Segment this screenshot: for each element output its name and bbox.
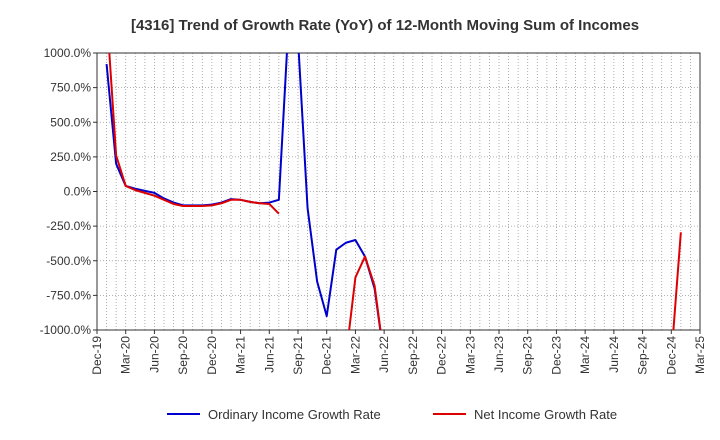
x-tick-label: Dec-21 bbox=[320, 336, 334, 375]
chart-title: [4316] Trend of Growth Rate (YoY) of 12-… bbox=[131, 17, 639, 34]
x-tick-label: Dec-19 bbox=[90, 336, 104, 375]
series-line-segment bbox=[672, 232, 682, 330]
x-tick-label: Mar-21 bbox=[234, 336, 248, 374]
y-tick-label: 750.0% bbox=[50, 81, 91, 95]
legend-label-2: Net Income Growth Rate bbox=[474, 407, 617, 422]
x-tick-label: Mar-22 bbox=[348, 336, 362, 374]
x-tick-label: Sep-21 bbox=[291, 336, 305, 375]
legend-label-1: Ordinary Income Growth Rate bbox=[208, 407, 381, 422]
x-tick-label: Sep-23 bbox=[521, 336, 535, 375]
x-tick-label: Mar-20 bbox=[119, 336, 133, 374]
y-tick-label: -250.0% bbox=[46, 219, 91, 233]
y-tick-label: 500.0% bbox=[50, 115, 91, 129]
x-tick-label: Mar-24 bbox=[578, 336, 592, 374]
x-tick-label: Jun-23 bbox=[492, 336, 506, 373]
x-tick-label: Mar-25 bbox=[693, 336, 707, 374]
series-1 bbox=[105, 53, 382, 330]
y-tick-label: 250.0% bbox=[50, 150, 91, 164]
x-tick-label: Dec-24 bbox=[664, 336, 678, 375]
series-line-segment bbox=[348, 255, 382, 330]
plot-frame bbox=[96, 52, 701, 331]
x-tick-label: Mar-23 bbox=[463, 336, 477, 374]
x-tick-label: Jun-22 bbox=[377, 336, 391, 373]
x-tick-label: Dec-20 bbox=[205, 336, 219, 375]
series-line-segment bbox=[108, 53, 280, 215]
axes: 1000.0% 750.0% 500.0% 250.0% 0.0% -250.0% -500… bbox=[40, 46, 707, 375]
x-tick-label: Dec-22 bbox=[435, 336, 449, 375]
y-tick-label: -500.0% bbox=[46, 254, 91, 268]
x-tick-label: Sep-24 bbox=[636, 336, 650, 375]
x-tick-label: Jun-20 bbox=[147, 336, 161, 373]
x-tick-label: Dec-23 bbox=[549, 336, 563, 375]
series-2 bbox=[108, 53, 682, 330]
x-tick-label: Sep-22 bbox=[406, 336, 420, 375]
x-tick-label: Jun-24 bbox=[607, 336, 621, 373]
x-tick-label: Sep-20 bbox=[176, 336, 190, 375]
y-tick-label: 1000.0% bbox=[44, 46, 92, 60]
y-tick-label: 0.0% bbox=[64, 185, 92, 199]
series-line-segment bbox=[105, 53, 382, 330]
legend: Ordinary Income Growth Rate Net Income Gr… bbox=[167, 407, 617, 422]
y-tick-label: -1000.0% bbox=[40, 323, 92, 337]
grid bbox=[97, 53, 700, 330]
x-tick-label: Jun-21 bbox=[262, 336, 276, 373]
y-tick-label: -750.0% bbox=[46, 288, 91, 302]
series-lines bbox=[105, 53, 682, 330]
